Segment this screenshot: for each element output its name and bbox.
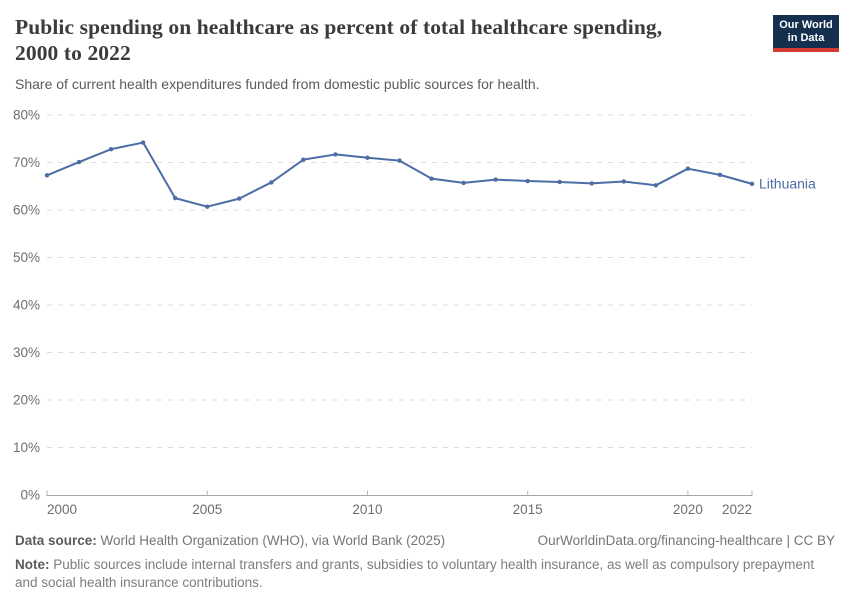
data-point-2017 [589,181,594,186]
data-point-2020 [685,166,691,171]
data-point-2011 [397,158,402,163]
data-point-2007 [269,180,274,185]
data-point-2022 [749,181,755,187]
data-point-2005 [205,204,210,209]
data-point-2015 [525,178,530,184]
chart-svg: 0% 10% 20% 30% 40% 50% 60% 70% 80% 2000 2005 2010 20… [13,108,816,518]
ytick-label-20: 20% [13,393,40,408]
owid-logo-line2: in Data [787,32,825,44]
xtick-label-2020: 2020 [673,502,703,517]
ytick-label-40: 40% [13,298,40,313]
owid-logo-text: Our World in Data [773,15,839,48]
xtick-label-2015: 2015 [513,502,543,517]
data-point-2014 [493,177,498,182]
data-source-text: Data source: World Health Organization (… [15,533,445,548]
ytick-label-30: 30% [13,345,40,360]
owid-logo-red-bar [773,48,839,52]
data-line-lithuania [46,141,753,208]
data-source-value: World Health Organization (WHO), via Wor… [96,533,446,548]
note-value: Public sources include internal transfer… [15,557,815,590]
data-point-2009 [333,152,338,157]
data-point-2010 [365,155,370,160]
xtick-label-2000: 2000 [47,502,77,517]
entity-label: Lithuania [759,175,816,191]
ytick-label-60: 60% [13,203,40,218]
data-point-2004 [172,195,178,201]
note-label: Note: [15,557,50,572]
data-point-2003 [140,140,146,145]
note-text: Note: Public sources include internal tr… [15,556,815,592]
ytick-label-0: 0% [20,488,40,503]
owid-logo[interactable]: Our World in Data [773,15,839,52]
xtick-label-2005: 2005 [192,502,222,517]
data-point-2019 [653,183,659,188]
data-point-2001 [76,159,82,165]
chart-title: Public spending on healthcare as percent… [15,15,663,65]
source-row: Data source: World Health Organization (… [0,530,850,552]
data-point-2000 [44,173,50,178]
owid-url-link[interactable]: OurWorldinData.org/financing-healthcare … [537,533,835,548]
xtick-label-2010: 2010 [352,502,382,517]
ytick-label-50: 50% [13,250,40,265]
xtick-label-2022: 2022 [722,502,752,517]
chart-footer: Data source: World Health Organization (… [0,530,850,590]
ytick-label-70: 70% [13,155,40,170]
data-point-2008 [301,157,306,162]
data-point-2016 [557,179,562,185]
data-point-2021 [717,172,723,178]
data-source-label: Data source: [15,533,97,548]
data-point-2002 [108,147,114,152]
ytick-label-10: 10% [13,440,40,455]
owid-logo-line1: Our World [779,19,833,31]
data-point-2012 [429,176,434,181]
data-point-2013 [461,180,466,186]
data-point-2006 [237,196,242,201]
data-point-2018 [621,179,627,184]
chart-subtitle: Share of current health expenditures fun… [15,76,540,92]
ytick-label-80: 80% [13,108,40,123]
